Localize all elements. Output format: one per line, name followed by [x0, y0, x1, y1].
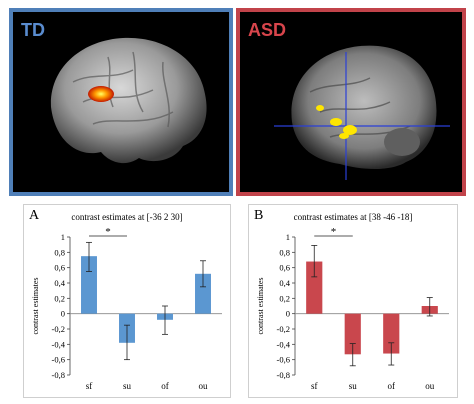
chart-a-x-tick-label-su: su — [123, 381, 132, 391]
chart-b-y-tick-label: -0,4 — [277, 339, 291, 349]
chart-b-x-tick-label-ou: ou — [425, 381, 435, 391]
chart-b-title: contrast estimates at [38 -46 -18] — [293, 212, 413, 222]
chart-b-y-tick-label: 0,4 — [279, 278, 290, 288]
chart-a-x-tick-label-ou: ou — [199, 381, 209, 391]
td-brain-panel: TD — [9, 8, 233, 196]
chart-b-x-tick-label-sf: sf — [311, 381, 318, 391]
chart-b-y-tick-label: 0 — [286, 309, 290, 319]
chart-a-y-tick-label: -0,6 — [52, 355, 65, 365]
chart-a-y-axis-title: contrast estimates — [31, 277, 40, 334]
chart-b-y-tick-label: 0,8 — [279, 247, 290, 257]
chart-a-title: contrast estimates at [-36 2 30] — [71, 212, 183, 222]
chart-b-x-tick-label-su: su — [349, 381, 358, 391]
chart-a-y-tick-label: -0,8 — [52, 370, 65, 380]
chart-a-y-tick-label: 0,2 — [54, 293, 65, 303]
chart-a-y-tick-label: 1 — [61, 232, 65, 242]
asd-label: ASD — [248, 20, 287, 40]
chart-a-letter: A — [29, 208, 40, 223]
asd-brain-slice — [274, 45, 450, 180]
chart-a-bar-ou — [195, 273, 211, 314]
chart-b-y-tick-label: 0,2 — [279, 293, 290, 303]
chart-b-y-tick-label: 1 — [286, 232, 290, 242]
chart-b-x-tick-label-of: of — [388, 381, 396, 391]
chart-b-y-axis-title: contrast estimates — [256, 277, 265, 334]
chart-b-significance-star: * — [331, 226, 337, 238]
chart-a-bar-sf — [81, 256, 97, 314]
chart-a-panel: A contrast estimates at [-36 2 30] 1 0,8 0… — [23, 204, 231, 398]
chart-b-y-tick-label: -0,2 — [277, 324, 290, 334]
chart-b-y-tick-label: -0,6 — [277, 355, 290, 365]
td-label: TD — [21, 20, 45, 40]
chart-a-x-tick-label-of: of — [161, 381, 169, 391]
asd-brain-panel: ASD — [236, 8, 466, 196]
chart-b-plot: 1 0,8 0,6 0,4 0,2 0 -0,2 -0,4 -0,6 -0,8 contrast e… — [256, 226, 449, 391]
chart-a-plot: 1 0,8 0,6 0,4 0,2 0 -0,2 -0,4 -0,6 -0,8 contrast e… — [31, 226, 222, 391]
chart-a-y-tick-label: 0,8 — [54, 247, 65, 257]
chart-b-bar-sf — [306, 261, 323, 314]
chart-b-y-tick-label: -0,8 — [277, 370, 290, 380]
chart-b-panel: B contrast estimates at [38 -46 -18] 1 0,… — [248, 204, 458, 398]
chart-a-significance-star: * — [105, 226, 111, 238]
chart-a-y-tick-label: 0 — [61, 309, 65, 319]
chart-a-y-tick-label: 0,6 — [54, 263, 65, 273]
chart-a-y-tick-label: -0,4 — [52, 339, 66, 349]
chart-a-x-tick-label-sf: sf — [86, 381, 93, 391]
chart-b-letter: B — [254, 208, 264, 223]
chart-b-bar-su — [344, 313, 361, 355]
td-brain-render — [50, 37, 207, 164]
chart-a-y-tick-label: -0,2 — [52, 324, 65, 334]
chart-b-bar-of — [383, 313, 400, 354]
chart-a-y-tick-label: 0,4 — [54, 278, 65, 288]
chart-b-y-tick-label: 0,6 — [279, 263, 290, 273]
